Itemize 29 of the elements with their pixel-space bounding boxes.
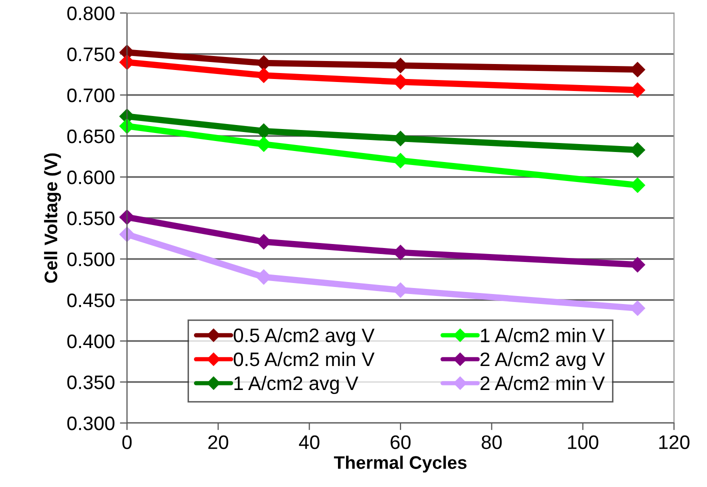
legend-label: 0.5 A/cm2 min V (234, 352, 374, 366)
x-tick-label: 20 (208, 435, 228, 450)
x-tick-label: 80 (482, 435, 502, 450)
legend-label: 0.5 A/cm2 avg V (234, 328, 374, 346)
point (119, 118, 135, 134)
y-tick-label: 0.700 (67, 88, 114, 102)
x-tick-label: 0 (122, 435, 132, 450)
x-tick-label: 40 (298, 435, 320, 450)
point (256, 136, 272, 152)
x-tick-label: 100 (568, 435, 598, 450)
x-tick-label: 120 (659, 435, 690, 450)
y-tick-label: 0.400 (67, 334, 114, 348)
x-axis-title: Thermal Cycles (334, 456, 466, 473)
legend-label: 1 A/cm2 min V (481, 328, 605, 342)
legend-label: 2 A/cm2 avg V (480, 352, 605, 370)
y-tick-label: 0.450 (67, 293, 114, 308)
y-axis-title: Cell Voltage (V) (44, 153, 61, 283)
y-tick-label: 0.600 (67, 170, 114, 184)
y-tick-label: 0.300 (67, 416, 114, 430)
legend-label: 1 A/cm2 avg V (234, 376, 358, 394)
y-tick-label: 0.350 (67, 375, 114, 390)
x-tick-label: 60 (390, 435, 411, 450)
y-tick-label: 0.800 (67, 6, 114, 20)
y-tick-label: 0.550 (67, 211, 114, 226)
y-tick-label: 0.500 (67, 252, 114, 266)
point (119, 210, 135, 225)
y-tick-label: 0.650 (67, 129, 114, 144)
y-tick-label: 0.750 (67, 47, 114, 62)
legend-label: 2 A/cm2 min V (480, 376, 605, 390)
